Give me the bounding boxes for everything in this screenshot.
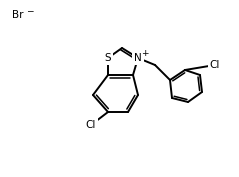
Text: Cl: Cl — [210, 60, 220, 70]
Text: Cl: Cl — [86, 120, 96, 130]
Text: S: S — [105, 53, 111, 63]
Text: +: + — [141, 48, 149, 58]
Text: Br: Br — [12, 10, 23, 20]
Text: −: − — [26, 7, 33, 16]
Text: N: N — [134, 53, 142, 63]
